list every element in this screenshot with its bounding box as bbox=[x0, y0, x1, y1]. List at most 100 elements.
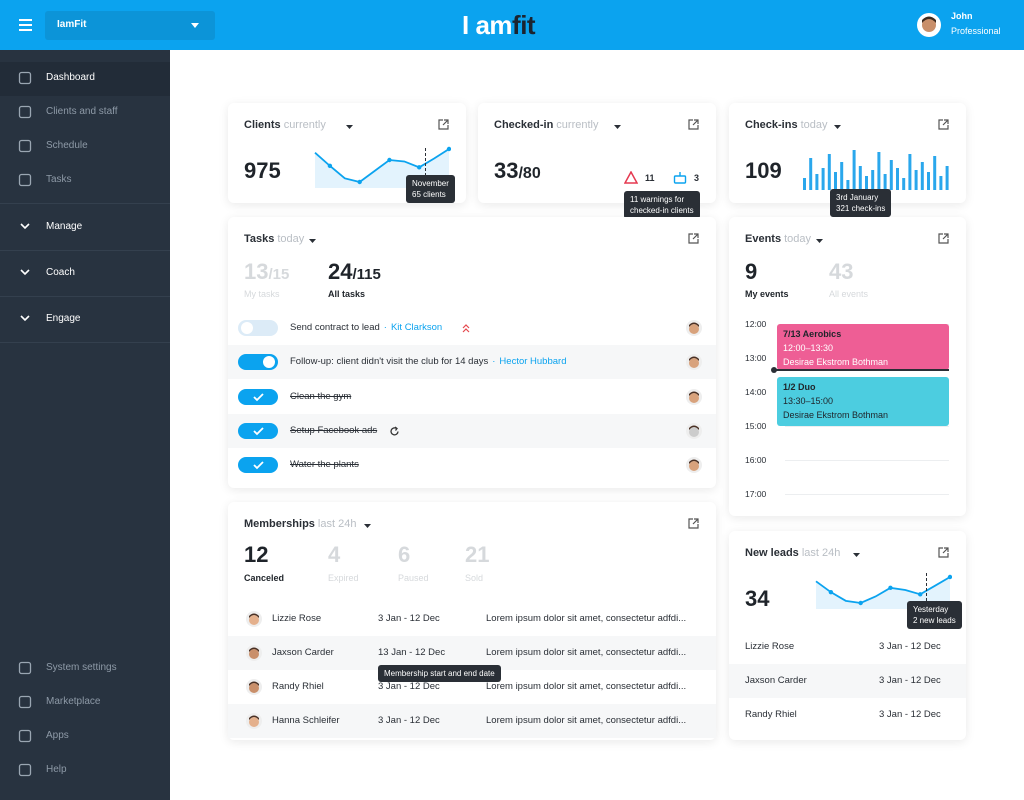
stat-total: /115 bbox=[352, 266, 381, 283]
nav-item[interactable]: Tasks bbox=[46, 174, 72, 185]
event-time: 13:30–15:00 bbox=[783, 396, 834, 406]
member-name[interactable]: Randy Rhiel bbox=[272, 681, 324, 692]
card-title[interactable]: Checked-in currently bbox=[494, 119, 598, 131]
member-dates: 13 Jan - 12 Dec bbox=[378, 647, 446, 658]
toggle-track bbox=[238, 457, 278, 474]
nav-icon bbox=[18, 763, 32, 777]
icon-shape bbox=[18, 763, 32, 777]
tooltip-line: 3rd January bbox=[836, 193, 879, 202]
event-block[interactable]: 7/13 Aerobics 12:00–13:30 Desirae Ekstrom … bbox=[777, 324, 949, 370]
repeat-icon bbox=[390, 426, 399, 436]
lead-dates: 3 Jan - 12 Dec bbox=[879, 641, 941, 652]
title-text: Events bbox=[745, 233, 782, 245]
bar bbox=[933, 156, 937, 190]
nav-item[interactable]: Help bbox=[46, 764, 67, 775]
card-title[interactable]: Check-ins today bbox=[745, 119, 828, 131]
task-assignee[interactable]: Hector Hubbard bbox=[499, 356, 567, 368]
card-title[interactable]: Memberships last 24h bbox=[244, 518, 356, 530]
avatar-face bbox=[922, 18, 936, 32]
card-title[interactable]: New leads last 24h bbox=[745, 547, 840, 559]
stat-value: 13 bbox=[244, 259, 269, 284]
caret-shape bbox=[816, 239, 824, 243]
event-block[interactable]: 1/2 Duo 13:30–15:00 Desirae Ekstrom Bothma… bbox=[777, 377, 949, 426]
time-label: 14:00 bbox=[745, 387, 767, 397]
time-label: 12:00 bbox=[745, 319, 767, 329]
card: Events today 9 My events 43 All events 12:00 13… bbox=[729, 217, 966, 516]
member-note: Lorem ipsum dolor sit amet, consectetur … bbox=[486, 647, 687, 658]
bar bbox=[846, 180, 850, 190]
nav-group[interactable]: Manage bbox=[46, 221, 83, 232]
task-text: Send contract to lead · Kit Clarkson bbox=[290, 322, 442, 333]
card-title[interactable]: Tasks today bbox=[244, 233, 304, 245]
toggle[interactable] bbox=[238, 422, 278, 439]
nav-item[interactable]: Apps bbox=[46, 730, 69, 741]
lead-dates: 3 Jan - 12 Dec bbox=[879, 709, 941, 720]
avatar bbox=[686, 354, 702, 371]
avatar-hair bbox=[689, 391, 699, 396]
avatar-hair bbox=[689, 459, 699, 465]
member-name[interactable]: Lizzie Rose bbox=[272, 613, 322, 624]
caret-shape bbox=[191, 23, 199, 28]
bar bbox=[877, 152, 881, 190]
nav-icon bbox=[18, 105, 32, 119]
card-title[interactable]: Clients currently bbox=[244, 119, 326, 131]
nav-group[interactable]: Engage bbox=[46, 313, 81, 324]
title-period: currently bbox=[283, 119, 326, 131]
export-icon bbox=[688, 518, 699, 529]
stat-label: My events bbox=[745, 289, 789, 299]
toggle[interactable] bbox=[238, 320, 278, 336]
chevron-shape bbox=[20, 315, 30, 322]
export-icon bbox=[938, 119, 949, 130]
export-shape bbox=[688, 233, 699, 244]
toggle[interactable] bbox=[238, 354, 278, 371]
title-text: Checked-in bbox=[494, 119, 554, 131]
icon-shape bbox=[18, 729, 32, 743]
caret-shape bbox=[309, 239, 316, 243]
icon-shape bbox=[18, 695, 32, 709]
nav-item[interactable]: Marketplace bbox=[46, 696, 101, 707]
toggle[interactable] bbox=[238, 457, 278, 474]
bar bbox=[902, 178, 906, 190]
nav-item[interactable]: System settings bbox=[46, 662, 117, 673]
toggle[interactable] bbox=[238, 388, 278, 405]
bar bbox=[865, 176, 868, 190]
tooltip: Yesterday 2 new leads bbox=[907, 601, 962, 629]
avatar-face bbox=[689, 324, 699, 334]
nav-item[interactable]: Clients and staff bbox=[46, 106, 118, 117]
nav-item[interactable]: Schedule bbox=[46, 140, 88, 151]
priority-icon bbox=[462, 324, 470, 333]
avatar-hair bbox=[689, 425, 699, 430]
card-title[interactable]: Events today bbox=[745, 233, 811, 245]
tooltip: 3rd January 321 check-ins bbox=[830, 189, 892, 217]
now-dot bbox=[771, 367, 777, 373]
toggle-check bbox=[253, 461, 264, 470]
app-select[interactable]: IamFit bbox=[45, 11, 215, 40]
avatar-face bbox=[249, 683, 259, 693]
stat-value: 24 bbox=[328, 259, 353, 284]
event-name: 1/2 Duo bbox=[783, 382, 816, 392]
lead-name[interactable]: Jaxson Carder bbox=[745, 675, 807, 686]
member-name[interactable]: Jaxson Carder bbox=[272, 647, 334, 658]
export-icon bbox=[688, 233, 699, 244]
task-assignee[interactable]: Kit Clarkson bbox=[390, 322, 443, 333]
member-dates: 3 Jan - 12 Dec bbox=[378, 681, 440, 692]
checked-in-capacity: /80 bbox=[518, 165, 541, 182]
separator bbox=[0, 296, 170, 297]
lead-name[interactable]: Randy Rhiel bbox=[745, 709, 797, 720]
title-text: Clients bbox=[244, 119, 281, 131]
member-name[interactable]: Hanna Schleifer bbox=[272, 715, 340, 726]
big-number: 21 bbox=[465, 542, 490, 567]
hour-line bbox=[785, 426, 949, 427]
tooltip-guide bbox=[926, 573, 927, 601]
nav-item[interactable]: Dashboard bbox=[46, 72, 95, 83]
avatar bbox=[246, 645, 262, 661]
big-number: 34 bbox=[745, 586, 770, 611]
card: Check-ins today 109 3rd January 321 check-in… bbox=[729, 103, 966, 217]
lead-name[interactable]: Lizzie Rose bbox=[745, 641, 795, 652]
export-icon bbox=[438, 119, 449, 130]
nav-group[interactable]: Coach bbox=[46, 267, 75, 278]
active-row bbox=[0, 62, 170, 96]
assignee-sep: · bbox=[492, 356, 496, 368]
avatar bbox=[246, 679, 262, 695]
avatar-hair bbox=[689, 356, 699, 362]
